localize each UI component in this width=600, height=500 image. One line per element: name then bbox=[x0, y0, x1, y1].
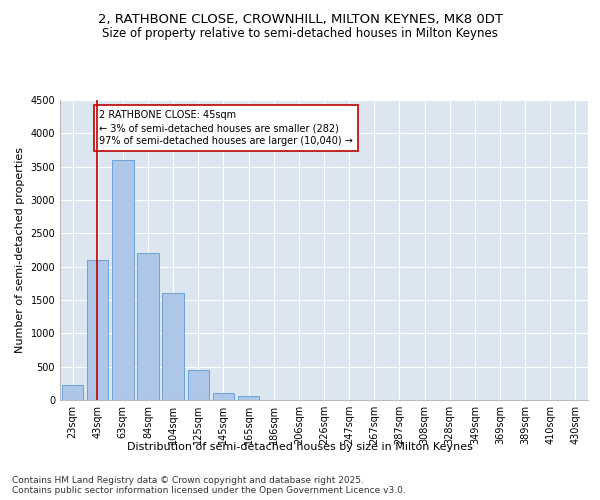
Bar bbox=[213, 394, 234, 400]
Y-axis label: Number of semi-detached properties: Number of semi-detached properties bbox=[15, 147, 25, 353]
Text: 2, RATHBONE CLOSE, CROWNHILL, MILTON KEYNES, MK8 0DT: 2, RATHBONE CLOSE, CROWNHILL, MILTON KEY… bbox=[97, 12, 503, 26]
Text: Contains HM Land Registry data © Crown copyright and database right 2025.
Contai: Contains HM Land Registry data © Crown c… bbox=[12, 476, 406, 495]
Bar bbox=[137, 254, 158, 400]
Text: Distribution of semi-detached houses by size in Milton Keynes: Distribution of semi-detached houses by … bbox=[127, 442, 473, 452]
Bar bbox=[62, 384, 83, 400]
Bar bbox=[163, 294, 184, 400]
Bar bbox=[188, 370, 209, 400]
Bar bbox=[87, 260, 109, 400]
Text: Size of property relative to semi-detached houses in Milton Keynes: Size of property relative to semi-detach… bbox=[102, 28, 498, 40]
Bar bbox=[112, 160, 134, 400]
Bar bbox=[238, 396, 259, 400]
Text: 2 RATHBONE CLOSE: 45sqm
← 3% of semi-detached houses are smaller (282)
97% of se: 2 RATHBONE CLOSE: 45sqm ← 3% of semi-det… bbox=[99, 110, 353, 146]
